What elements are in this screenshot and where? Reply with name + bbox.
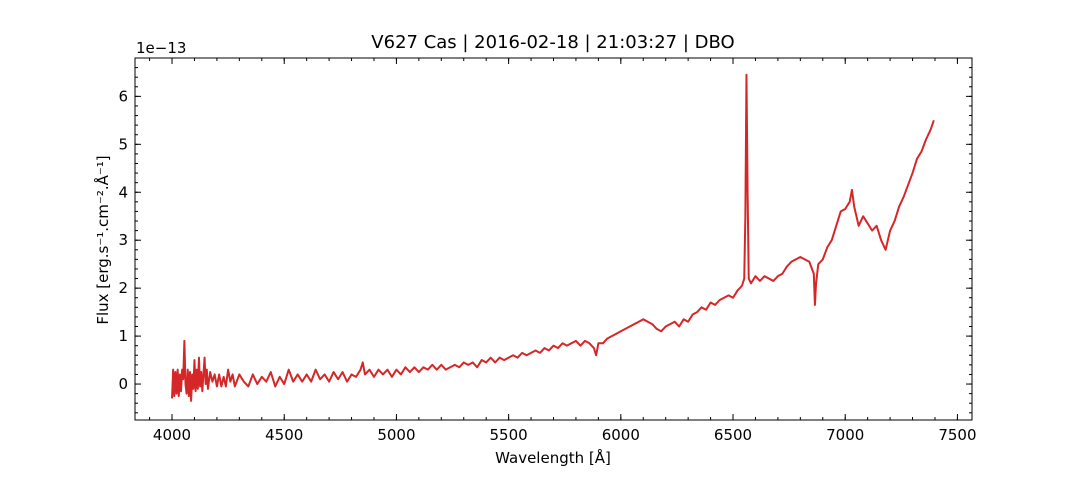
y-axis-label: Flux [erg.s⁻¹.cm⁻².Å⁻¹] xyxy=(93,155,112,324)
y-tick-label: 2 xyxy=(118,279,128,297)
x-tick-label: 4000 xyxy=(153,426,191,444)
x-tick-label: 7000 xyxy=(826,426,864,444)
axes-frame xyxy=(134,57,973,421)
spectrum-line xyxy=(171,73,935,402)
y-tick-label: 3 xyxy=(118,231,128,249)
x-tick-label: 5000 xyxy=(377,426,415,444)
y-tick-label: 0 xyxy=(118,375,128,393)
axis-ticks: 4000 4500 5000 5500 6000 6500 7000 7500 0 1 2 3 4 5 6 xyxy=(118,58,977,444)
y-tick-label: 4 xyxy=(118,183,128,201)
chart-title: V627 Cas | 2016-02-18 | 21:03:27 | DBO xyxy=(371,32,734,53)
x-tick-label: 7500 xyxy=(938,426,976,444)
y-tick-label: 6 xyxy=(118,87,128,105)
x-tick-label: 6000 xyxy=(602,426,640,444)
x-tick-label: 5500 xyxy=(490,426,528,444)
y-tick-label: 5 xyxy=(118,135,128,153)
x-tick-label: 6500 xyxy=(714,426,752,444)
x-tick-label: 4500 xyxy=(265,426,303,444)
y-offset-label: 1e−13 xyxy=(136,39,186,57)
plot-area xyxy=(171,73,935,402)
x-axis-label: Wavelength [Å] xyxy=(495,448,611,467)
y-tick-label: 1 xyxy=(118,327,128,345)
